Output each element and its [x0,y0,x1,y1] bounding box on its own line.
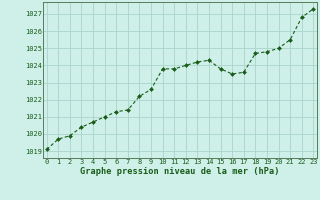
X-axis label: Graphe pression niveau de la mer (hPa): Graphe pression niveau de la mer (hPa) [80,167,280,176]
